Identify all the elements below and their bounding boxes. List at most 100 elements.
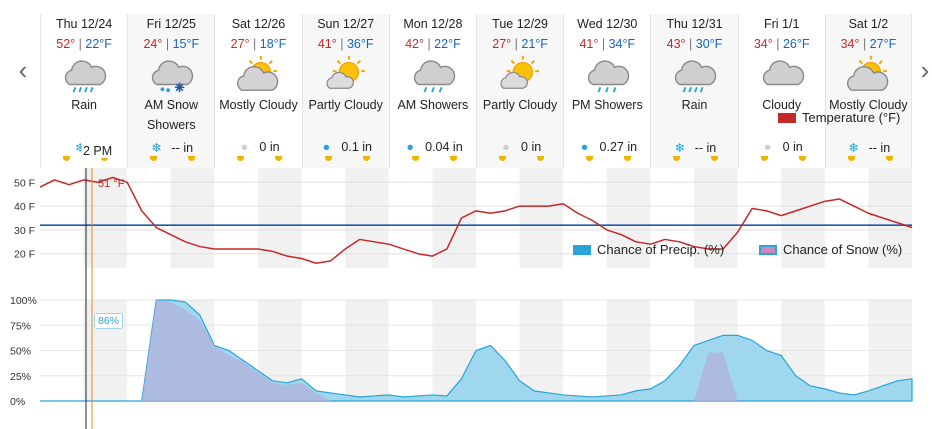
day-night-band	[432, 168, 476, 268]
day-night-band	[606, 168, 651, 268]
snowflake-icon: ❄	[74, 141, 86, 155]
precip-amount: ❄	[41, 140, 127, 155]
day-column[interactable]: Mon 12/28 42° | 22°F AM Showers ● 0.04 in	[388, 14, 476, 168]
sun-indicators	[564, 156, 650, 166]
low-temp: 22°F	[434, 37, 461, 51]
forecast-charts: 50 F 40 F 30 F 20 F 100% 75% 50% 25% 0%	[10, 168, 913, 429]
precip-text: -- in	[694, 141, 717, 155]
day-night-band	[694, 168, 738, 268]
day-night-band	[737, 168, 782, 268]
high-temp: 41°	[579, 37, 599, 51]
condition-text: Partly Cloudy	[482, 98, 558, 112]
precip-tick-label: 0%	[10, 396, 25, 408]
sun-indicators	[128, 156, 214, 166]
partly-cloudy-icon	[477, 54, 563, 94]
mostly-cloudy-icon	[215, 54, 301, 94]
condition-text: Rain	[71, 98, 97, 112]
temp-tick-label: 50 F	[14, 177, 35, 189]
day-night-band	[258, 168, 302, 268]
condition-text: Rain	[681, 98, 708, 112]
day-night-band	[127, 168, 171, 268]
day-name: Wed 12/30	[577, 17, 638, 31]
sunrise-icon	[237, 156, 245, 161]
day-name: Sat 1/2	[848, 17, 889, 31]
drop-icon: ●	[580, 140, 589, 154]
condition-text: Mostly Cloudy	[219, 98, 298, 112]
day-column[interactable]: Thu 12/31 43° | 30°F Rain ❄ -- in	[650, 14, 738, 168]
sunset-icon	[798, 156, 806, 161]
precip-text: 0 in	[259, 140, 280, 154]
precip-text: 0.1 in	[341, 140, 372, 154]
sun-indicators	[739, 156, 825, 166]
precip-tick-label: 25%	[10, 371, 31, 383]
day-name: Thu 12/31	[666, 17, 723, 31]
precip-text: -- in	[171, 141, 194, 155]
rain-icon	[41, 54, 127, 94]
day-name: Fri 1/1	[763, 17, 800, 31]
day-column[interactable]: Wed 12/30 41° | 34°F PM Showers ● 0.27 in	[563, 14, 650, 168]
day-temps: 52° | 22°F	[56, 37, 112, 51]
condition-text: PM Showers	[571, 98, 643, 112]
sunrise-icon	[63, 156, 70, 161]
sunset-icon	[188, 156, 196, 161]
day-column[interactable]: Tue 12/29 27° | 21°F Partly Cloudy ● 0 in	[476, 14, 564, 168]
drop-icon: ●	[406, 140, 414, 154]
showers-icon	[564, 54, 650, 94]
day-column[interactable]: Sat 1/2 34° | 27°F Mostly Cloudy ❄ -- in	[824, 14, 912, 168]
day-column[interactable]: Fri 12/25 24° | 15°F AM Snow Showers ❄ -- in	[127, 14, 215, 168]
condition-text: AM Showers	[397, 98, 469, 112]
precip-amount: ❄ -- in	[128, 140, 214, 155]
high-temp: 27°	[492, 37, 512, 51]
sunrise-icon	[324, 156, 332, 161]
day-temps: 41° | 36°F	[317, 37, 374, 51]
day-night-band	[563, 168, 607, 268]
precip-amount: ● 0 in	[477, 140, 563, 154]
high-temp: 34°	[753, 37, 773, 51]
day-temps: 41° | 34°F	[579, 37, 636, 51]
day-night-band	[650, 168, 694, 268]
high-temp: 24°	[143, 37, 163, 51]
snowflake-icon: ❄	[674, 141, 685, 155]
sun-indicators	[826, 156, 911, 166]
sunrise-icon	[760, 156, 768, 161]
day-name: Tue 12/29	[492, 17, 549, 31]
sunset-icon	[711, 156, 719, 161]
precip-amount: ● 0 in	[739, 140, 825, 154]
precip-text: 0 in	[521, 140, 542, 154]
precip-tick-label: 100%	[10, 295, 37, 307]
sun-indicators	[215, 156, 301, 166]
precip-text: -- in	[868, 141, 891, 155]
precip-tick-label: 75%	[10, 320, 31, 332]
snowflake-icon: ❄	[848, 141, 859, 155]
sunset-icon	[362, 156, 370, 161]
sun-indicators	[41, 156, 127, 166]
low-temp: 27°F	[869, 37, 897, 51]
day-column[interactable]: Sat 12/26 27° | 18°F Mostly Cloudy ● 0 in	[214, 14, 301, 168]
day-night-band	[301, 168, 346, 268]
day-night-band	[781, 168, 825, 268]
sunset-icon	[449, 156, 457, 161]
day-column[interactable]: Fri 1/1 34° | 26°F Cloudy ● 0 in	[737, 14, 825, 168]
drop-icon: ●	[322, 140, 331, 154]
high-temp: 27°	[230, 37, 250, 51]
temp-tick-label: 40 F	[14, 201, 35, 213]
drop-gray-icon: ●	[240, 140, 249, 154]
low-temp: 15°F	[172, 37, 200, 51]
day-column[interactable]: Thu 12/24 52° | 22°F Rain ❄	[40, 14, 127, 168]
mostly-cloudy-icon	[826, 54, 911, 94]
precip-tick-label: 50%	[10, 346, 31, 358]
day-temps: 42° | 22°F	[405, 37, 461, 51]
condition-text: Cloudy	[762, 98, 802, 112]
day-night-band	[345, 168, 389, 268]
low-temp: 34°F	[608, 37, 636, 51]
chevron-right-icon[interactable]: ›	[920, 55, 930, 85]
day-name: Sat 12/26	[231, 17, 286, 31]
high-temp: 52°	[56, 37, 76, 51]
chevron-left-icon[interactable]: ‹	[18, 55, 28, 85]
day-temps: 27° | 18°F	[230, 37, 287, 51]
day-column[interactable]: Sun 12/27 41° | 36°F Partly Cloudy ● 0.1 in	[301, 14, 389, 168]
sun-indicators	[303, 156, 389, 166]
precip-text: 0 in	[782, 140, 803, 154]
condition-text: Showers	[146, 118, 196, 132]
day-night-band	[824, 168, 869, 268]
